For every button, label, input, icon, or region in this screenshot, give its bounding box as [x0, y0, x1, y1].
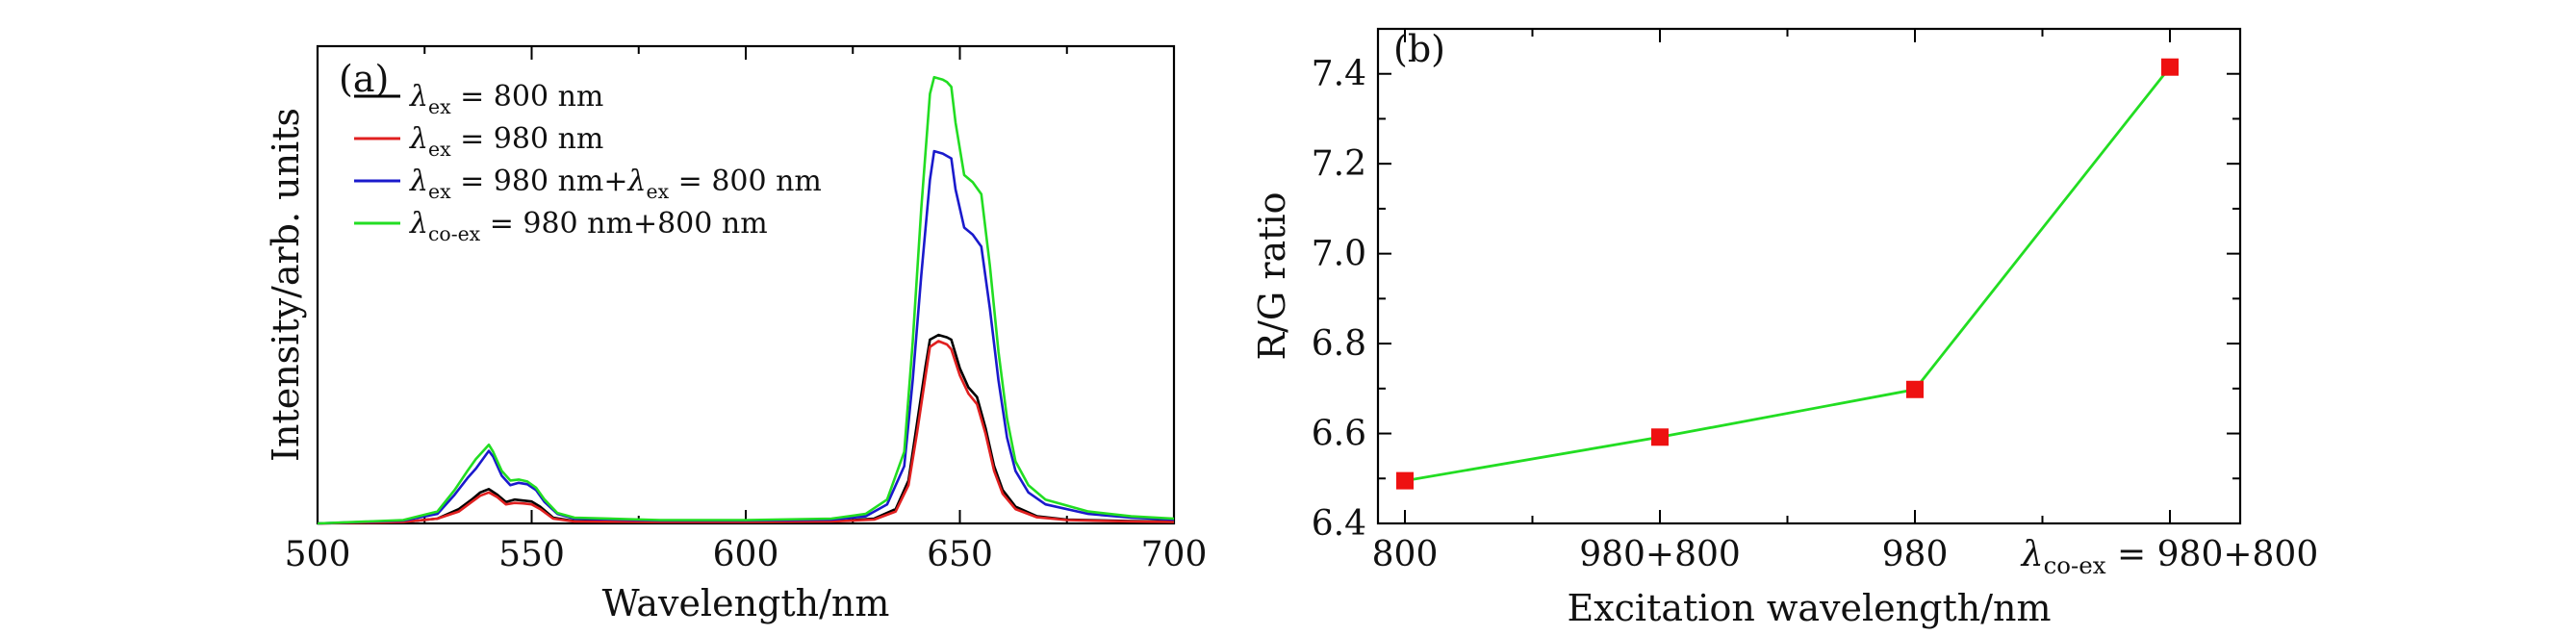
ratio-marker-4: [2161, 58, 2179, 76]
label-rest: = 800 nm: [451, 80, 604, 114]
label-text: 980+800: [1579, 535, 1741, 574]
panel-a-x-ticks: 500 550 600 650 700: [285, 46, 1208, 574]
y-tick-label: 7.4: [1312, 55, 1366, 94]
panel-b-x-axis-label: Excitation wavelength/nm: [1567, 587, 2051, 629]
lambda-symbol: λ: [409, 122, 428, 156]
legend-label-2: λex = 980 nm: [409, 122, 603, 161]
panel-b-plot-frame: [1376, 27, 2242, 525]
ratio-marker-2: [1651, 428, 1669, 446]
label-rest: = 800 nm: [669, 165, 822, 198]
ratio-marker-1: [1396, 471, 1414, 490]
y-tick-label: 6.6: [1312, 415, 1366, 454]
x-category-label: 980+800: [1579, 535, 1741, 574]
x-category-label: 980: [1882, 535, 1949, 574]
y-tick-label: 7.0: [1312, 235, 1366, 274]
subscript: ex: [647, 180, 670, 203]
subscript: co-ex: [2044, 551, 2106, 579]
series-line-2: [317, 340, 1175, 525]
y-tick-label: 6.4: [1312, 504, 1366, 544]
x-tick-label: 500: [285, 535, 351, 574]
lambda-symbol: λ: [409, 165, 428, 198]
panel-a-y-axis-label: Intensity/arb. units: [265, 108, 307, 462]
legend-label-3: λex = 980 nm+λex = 800 nm: [409, 165, 822, 203]
panel-b-ticks: 6.4 6.6 6.8 7.0 7.2 7.4 800 980+800 980 λco-ex = …: [1312, 28, 2318, 579]
panel-b-ratio-chart: 6.4 6.6 6.8 7.0 7.2 7.4 800 980+800 980 λco-ex = …: [1251, 27, 2318, 629]
panel-b-y-axis-label: R/G ratio: [1251, 192, 1293, 361]
subscript: ex: [428, 138, 451, 161]
x-category-label: 800: [1372, 535, 1439, 574]
label-rest: = 980 nm: [451, 122, 604, 156]
panel-a-series: [317, 75, 1175, 525]
label-rest: = 980 nm+800 nm: [480, 207, 767, 241]
panel-a-label: (a): [339, 58, 389, 100]
ratio-line: [1404, 65, 2172, 482]
subscript: ex: [428, 95, 451, 118]
x-tick-label: 550: [498, 535, 565, 574]
label-rest: = 980+800: [2106, 535, 2319, 574]
label-rest: = 980 nm+: [451, 165, 628, 198]
lambda-symbol: λ: [409, 80, 428, 114]
lambda-symbol: λ: [409, 207, 428, 241]
y-tick-label: 7.2: [1312, 144, 1366, 184]
lambda-symbol: λ: [2020, 535, 2044, 574]
ratio-marker-3: [1906, 380, 1924, 398]
y-tick-label: 6.8: [1312, 324, 1366, 364]
series-line-1: [317, 333, 1175, 525]
subscript: ex: [428, 180, 451, 203]
x-tick-label: 700: [1141, 535, 1208, 574]
x-category-label: λco-ex = 980+800: [2020, 535, 2318, 579]
label-text: 980: [1882, 535, 1949, 574]
panel-a-x-axis-label: Wavelength/nm: [602, 582, 890, 624]
series-line-4: [317, 75, 1175, 525]
subscript: co-ex: [428, 222, 481, 245]
x-tick-label: 600: [713, 535, 779, 574]
legend-label-4: λco-ex = 980 nm+800 nm: [409, 207, 768, 245]
panel-b-label: (b): [1393, 28, 1445, 70]
legend-label-1: λex = 800 nm: [409, 80, 603, 118]
panel-b-series: [1396, 58, 2179, 490]
label-text: 800: [1372, 535, 1439, 574]
x-tick-label: 650: [927, 535, 993, 574]
series-line-3: [317, 149, 1175, 525]
lambda-symbol: λ: [627, 165, 647, 198]
